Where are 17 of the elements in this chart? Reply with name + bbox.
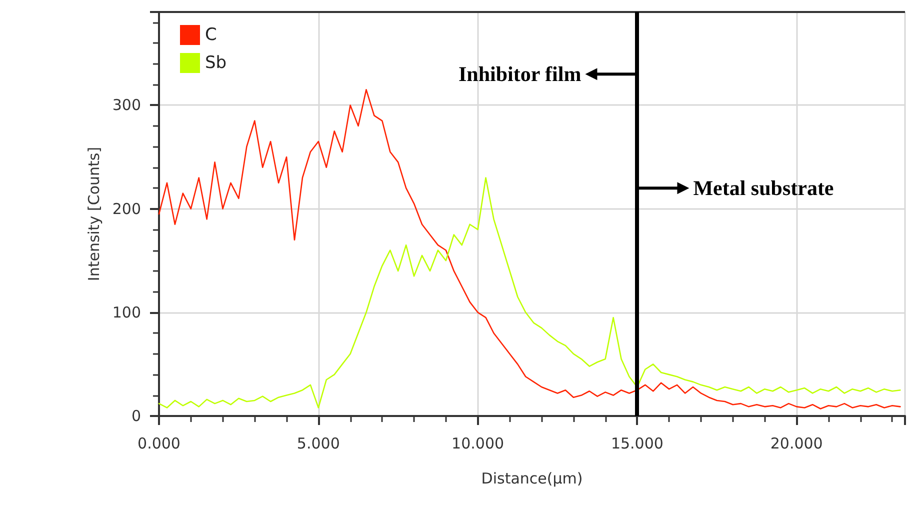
x-tick-label: 20.000	[770, 434, 823, 452]
line-series	[158, 177, 901, 408]
x-tick-label: 0.000	[138, 434, 180, 452]
y-tick-label: 300	[112, 96, 141, 114]
line-series	[158, 89, 901, 410]
y-tick-label: 100	[112, 303, 141, 322]
x-tick-label: 10.000	[452, 434, 504, 452]
x-tick-label: 5.000	[296, 434, 340, 452]
y-tick-label: 200	[112, 200, 141, 218]
annotation: Metal substrate	[693, 176, 834, 200]
x-axis-title: Distance(μm)	[481, 470, 583, 488]
y-axis-title: Intensity [Counts]	[84, 146, 103, 282]
legend-label: Sb	[205, 53, 227, 73]
annotation: Inhibitor film	[458, 62, 582, 86]
y-tick-label: 0	[131, 407, 141, 425]
legend-label: C	[205, 25, 217, 45]
x-tick-label: 15.000	[610, 434, 664, 452]
